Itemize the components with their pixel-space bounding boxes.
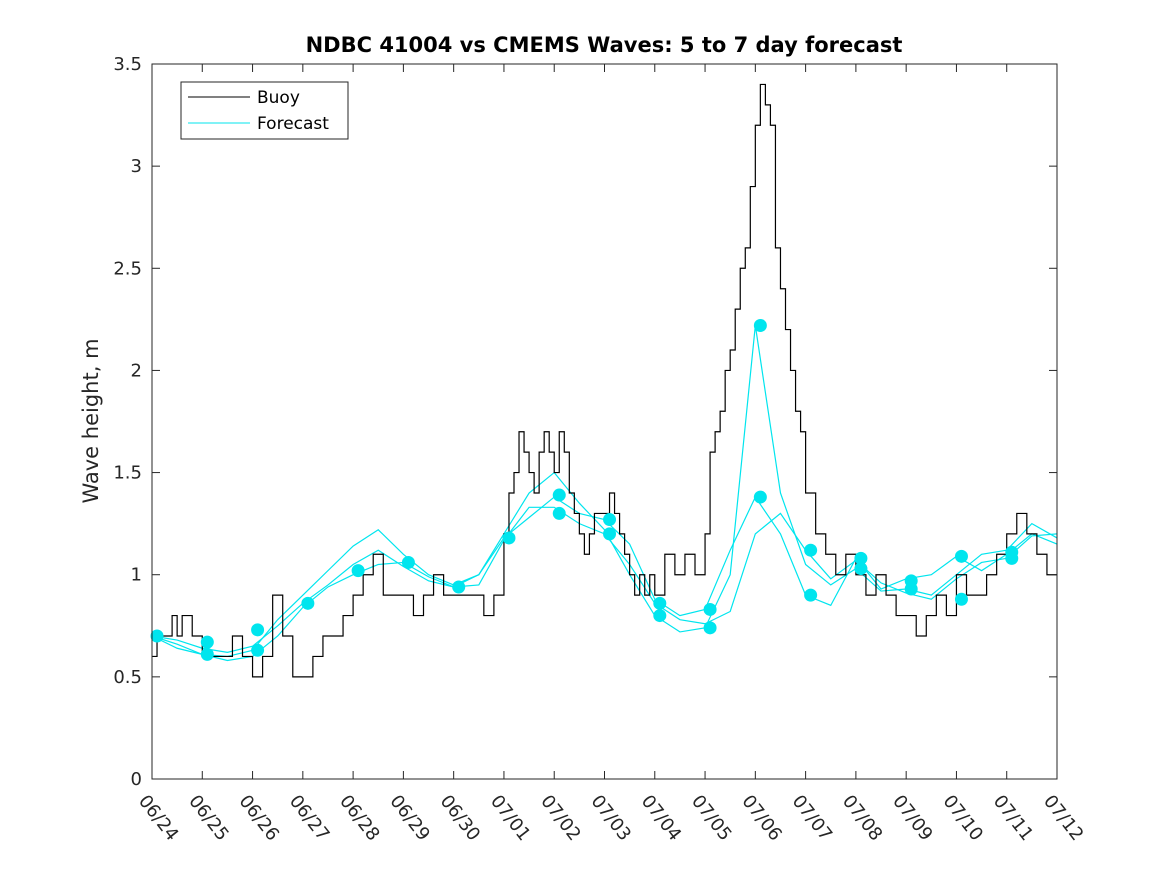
forecast-marker (954, 549, 968, 563)
forecast-marker (854, 551, 868, 565)
forecast-marker (753, 318, 767, 332)
y-tick-label: 3.5 (113, 54, 142, 75)
x-tick-label: 06/27 (285, 791, 333, 845)
forecast-marker (552, 488, 566, 502)
x-tick-label: 07/08 (838, 791, 886, 845)
forecast-marker (804, 588, 818, 602)
forecast-marker (200, 635, 214, 649)
forecast-marker (603, 527, 617, 541)
x-tick-label: 06/25 (184, 791, 232, 845)
forecast-marker (1005, 551, 1019, 565)
forecast-marker (502, 531, 516, 545)
forecast-marker (703, 602, 717, 616)
plot-area (152, 64, 1057, 779)
legend-box (180, 81, 349, 140)
forecast-marker (904, 582, 918, 596)
y-tick-label: 1.5 (113, 463, 142, 484)
x-tick-label: 07/02 (536, 791, 584, 845)
x-tick-label: 07/09 (888, 791, 936, 845)
legend: Buoy Forecast (180, 81, 349, 140)
forecast-marker (603, 513, 617, 527)
forecast-marker (401, 555, 415, 569)
marker-layer (150, 318, 1019, 661)
forecast-marker (954, 592, 968, 606)
forecast-marker (653, 609, 667, 623)
series-line-buoy (152, 83, 1057, 678)
forecast-marker (150, 629, 164, 643)
forecast-marker (351, 564, 365, 578)
x-tick-label: 07/11 (989, 791, 1037, 845)
forecast-marker (552, 506, 566, 520)
forecast-marker (452, 580, 466, 594)
y-tick-label: 2 (131, 360, 142, 381)
y-tick-label: 0 (131, 769, 142, 790)
x-tick-label: 07/04 (637, 791, 685, 845)
y-axis-label: Wave height, m (79, 338, 103, 503)
forecast-marker (251, 643, 265, 657)
y-tick-label: 2.5 (113, 258, 142, 279)
x-tick-label: 06/28 (335, 791, 383, 845)
forecast-marker (804, 543, 818, 557)
y-axis: 0 0.5 1 1.5 2 2.5 3 3.5 (113, 54, 1057, 790)
forecast-marker (251, 623, 265, 637)
x-tick-label: 07/05 (687, 791, 735, 845)
x-tick-label: 07/07 (788, 791, 836, 845)
x-tick-label: 06/29 (385, 791, 433, 845)
chart-title: NDBC 41004 vs CMEMS Waves: 5 to 7 day fo… (306, 33, 903, 57)
x-tick-label: 06/30 (436, 791, 484, 845)
y-tick-label: 1 (131, 565, 142, 586)
forecast-marker (703, 621, 717, 635)
x-tick-label: 07/03 (587, 791, 635, 845)
y-tick-label: 3 (131, 156, 142, 177)
forecast-marker (753, 490, 767, 504)
y-tick-label: 0.5 (113, 667, 142, 688)
legend-label-forecast: Forecast (257, 114, 329, 134)
x-tick-label: 07/01 (486, 791, 534, 845)
legend-label-buoy: Buoy (257, 88, 300, 108)
x-tick-label: 07/06 (737, 791, 785, 845)
x-tick-label: 06/26 (235, 791, 283, 845)
forecast-marker (200, 647, 214, 661)
forecast-marker (854, 562, 868, 576)
x-tick-label: 06/24 (134, 791, 182, 845)
forecast-marker (301, 596, 315, 610)
x-tick-label: 07/12 (1039, 791, 1087, 845)
x-tick-label: 07/10 (939, 791, 987, 845)
forecast-marker (653, 596, 667, 610)
